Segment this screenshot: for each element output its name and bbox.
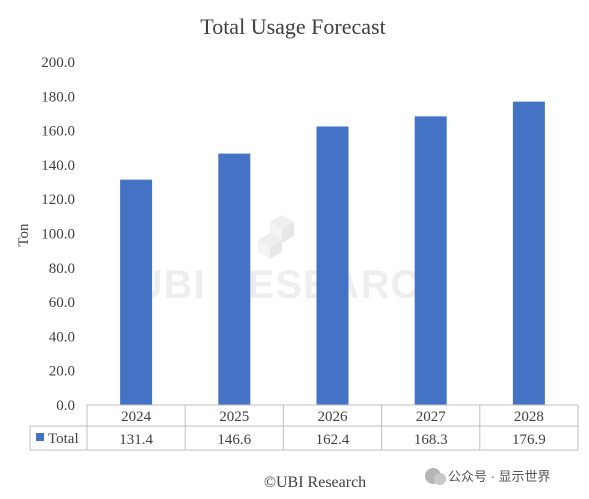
y-tick-label: 100.0 <box>41 227 75 243</box>
credit-text: ©UBI Research <box>264 474 366 491</box>
bars <box>120 101 545 405</box>
x-category-label: 2027 <box>416 409 447 425</box>
data-table: 2024 131.4 2025 146.6 2026 162.4 2027 168.3 2028… <box>29 404 579 451</box>
y-tick-label: 80.0 <box>49 261 75 277</box>
bar-2024 <box>120 179 153 405</box>
y-tick-label: 120.0 <box>41 192 75 208</box>
data-label: 162.4 <box>316 432 350 448</box>
y-tick-label: 180.0 <box>41 89 75 105</box>
y-tick-label: 60.0 <box>49 295 75 311</box>
data-label: 176.9 <box>512 432 546 448</box>
watermark-text: UBI RESEARCH <box>134 263 450 307</box>
y-tick-labels: 0.0 20.0 40.0 60.0 80.0 100.0 120.0 140.0 160.0 1… <box>41 55 75 414</box>
watermark: UBI RESEARCH <box>134 215 450 307</box>
bar-2028 <box>512 101 545 405</box>
y-tick-label: 40.0 <box>49 329 75 345</box>
y-tick-label: 200.0 <box>41 55 75 71</box>
chart-title: Total Usage Forecast <box>200 14 385 39</box>
legend-swatch <box>36 433 44 441</box>
data-label: 146.6 <box>217 432 251 448</box>
bar-2025 <box>218 153 251 405</box>
y-tick-label: 0.0 <box>56 398 75 414</box>
y-axis-label: Ton <box>16 223 32 247</box>
data-label: 131.4 <box>119 432 153 448</box>
x-category-label: 2025 <box>219 409 249 425</box>
watermark-cube-icon <box>258 215 294 259</box>
source-tag-text: 公众号 · 显示世界 <box>448 469 551 484</box>
legend-label: Total <box>48 431 79 447</box>
x-category-label: 2024 <box>121 409 152 425</box>
data-label: 168.3 <box>414 432 448 448</box>
y-tick-label: 20.0 <box>49 364 75 380</box>
x-category-label: 2028 <box>514 409 544 425</box>
x-category-label: 2026 <box>318 409 349 425</box>
bar-2026 <box>316 126 349 405</box>
source-tag: 公众号 · 显示世界 <box>425 468 551 485</box>
y-tick-label: 160.0 <box>41 124 75 140</box>
bar-2027 <box>414 116 447 405</box>
y-tick-label: 140.0 <box>41 158 75 174</box>
